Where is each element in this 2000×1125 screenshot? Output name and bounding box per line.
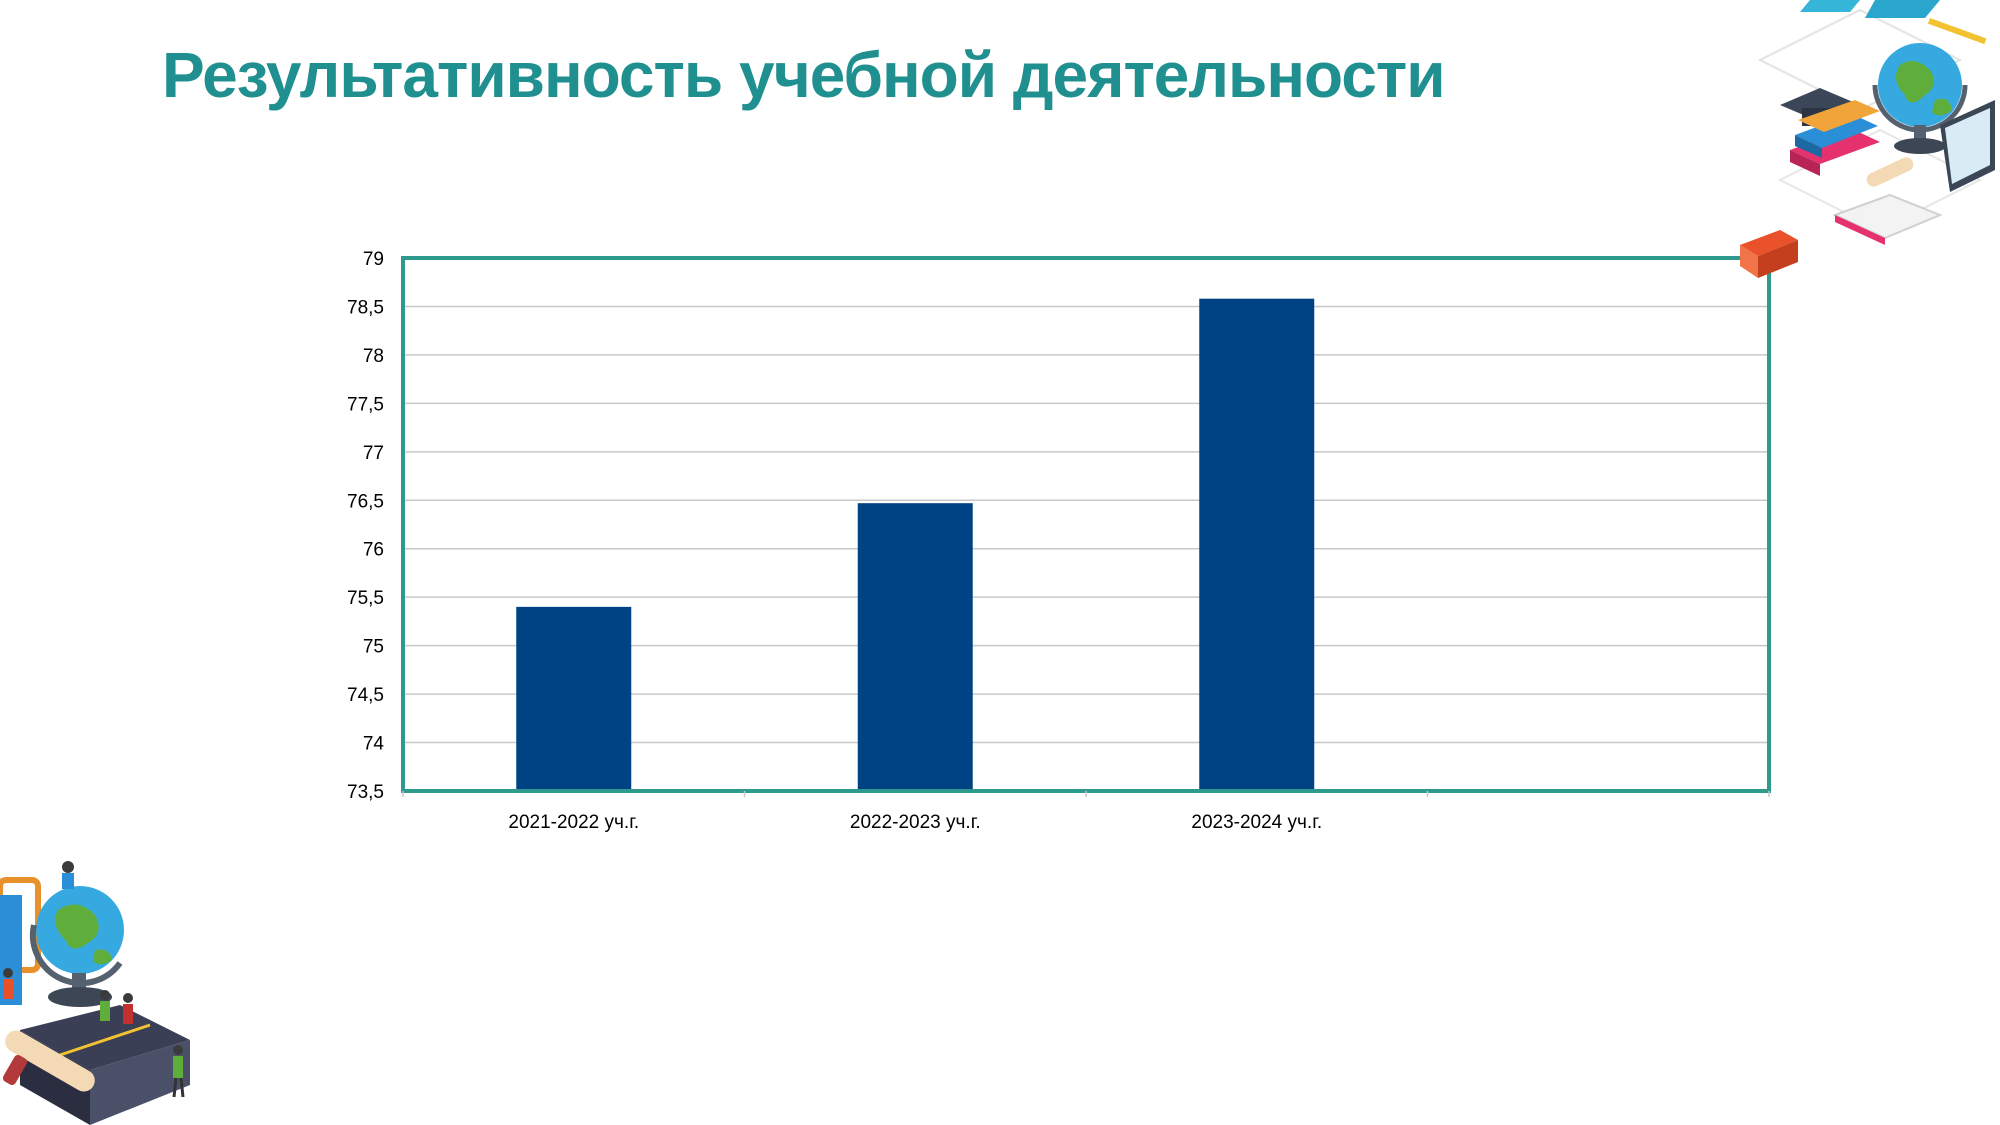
y-tick-label: 74: [363, 734, 385, 755]
x-tick-label: 2022-2023 уч.г.: [850, 812, 981, 833]
x-tick-label: 2021-2022 уч.г.: [508, 812, 639, 833]
globe-books-illustration-icon: [0, 861, 190, 1125]
y-tick-label: 78,5: [347, 297, 384, 318]
bar: [1199, 298, 1315, 791]
slide-title: Результативность учебной деятельности: [162, 39, 1446, 111]
y-tick-label: 77: [363, 443, 384, 464]
y-tick-label: 79: [363, 249, 384, 270]
bar: [516, 606, 632, 791]
education-illustration-icon: [1740, 0, 1995, 278]
y-tick-label: 74,5: [347, 685, 384, 706]
x-tick-label: 2023-2024 уч.г.: [1191, 812, 1322, 833]
bars: [516, 298, 1315, 791]
y-tick-label: 75: [363, 637, 384, 658]
bar: [857, 503, 973, 791]
y-tick-label: 76: [363, 540, 384, 561]
y-tick-label: 78: [363, 346, 384, 367]
y-tick-label: 75,5: [347, 588, 384, 609]
y-tick-labels: 73,5 74 74,5 75 75,5 76 76,5 77 77,5 78 78,5 79: [347, 249, 384, 803]
x-tick-labels: 2021-2022 уч.г. 2022-2023 уч.г. 2023-2024 …: [402, 791, 1770, 833]
y-tick-label: 76,5: [347, 491, 384, 512]
y-tick-label: 77,5: [347, 394, 384, 415]
y-tick-label: 73,5: [347, 782, 384, 803]
